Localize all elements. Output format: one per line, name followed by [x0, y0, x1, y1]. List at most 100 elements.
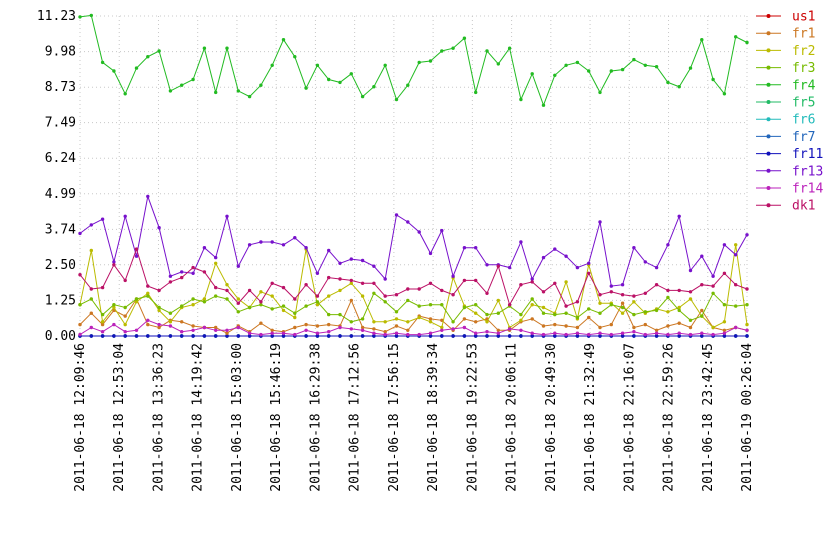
- data-point: [360, 317, 365, 321]
- data-point: [236, 89, 240, 93]
- data-point: [643, 310, 647, 314]
- data-point: [519, 240, 523, 244]
- data-point: [677, 334, 681, 338]
- data-point: [440, 334, 444, 338]
- data-point: [327, 275, 331, 280]
- data-point: [236, 301, 240, 305]
- data-point: [180, 275, 184, 280]
- series-fr13: [78, 194, 749, 288]
- legend-swatch-marker: [766, 134, 771, 139]
- legend-item-fr4: fr4: [756, 78, 816, 93]
- data-point: [587, 261, 591, 265]
- data-point: [89, 223, 94, 227]
- series-fr14: [78, 318, 749, 337]
- data-point: [315, 331, 320, 335]
- data-point: [270, 307, 274, 311]
- data-point: [620, 283, 625, 287]
- legend-item-dk1: dk1: [756, 199, 815, 214]
- data-point: [722, 328, 727, 332]
- data-point: [304, 283, 308, 287]
- data-point: [575, 325, 580, 330]
- data-point: [236, 264, 240, 268]
- legend-swatch-marker: [766, 168, 771, 173]
- data-point: [281, 331, 286, 335]
- data-point: [485, 320, 489, 324]
- data-point: [100, 322, 105, 327]
- data-point: [519, 318, 523, 322]
- data-point: [304, 246, 308, 250]
- data-point: [496, 331, 500, 335]
- data-point: [609, 322, 613, 327]
- data-point: [598, 334, 602, 338]
- data-point: [304, 334, 308, 338]
- data-point: [383, 277, 387, 281]
- data-point: [112, 322, 116, 327]
- data-point: [214, 90, 218, 95]
- data-point: [89, 334, 94, 338]
- data-point: [564, 324, 568, 328]
- data-point: [349, 278, 353, 283]
- series-dk1: [78, 247, 749, 308]
- data-point: [530, 297, 534, 301]
- data-point: [100, 312, 105, 317]
- data-point: [575, 315, 580, 320]
- data-point: [598, 311, 602, 315]
- legend-label: fr7: [792, 130, 815, 145]
- data-point: [78, 322, 82, 327]
- legend-label: fr1: [792, 27, 815, 42]
- data-point: [609, 69, 613, 73]
- data-point: [654, 283, 659, 287]
- data-point: [225, 46, 229, 50]
- data-point: [485, 49, 489, 53]
- data-point: [722, 334, 727, 338]
- data-point: [134, 66, 139, 70]
- series-line-dk1: [79, 247, 748, 307]
- data-point: [372, 334, 376, 338]
- data-point: [338, 288, 342, 293]
- data-point: [394, 97, 399, 102]
- x-axis-ticks: 2011-06-18 12:09:46 2011-06-18 12:53:04 20…: [73, 343, 755, 492]
- x-tick-label: 2011-06-18 17:56:15: [387, 343, 402, 492]
- data-point: [123, 330, 127, 334]
- data-point: [406, 220, 410, 224]
- data-point: [304, 322, 308, 327]
- data-point: [100, 330, 105, 334]
- y-tick-label: 0.00: [45, 329, 76, 344]
- data-point: [247, 94, 252, 99]
- data-point: [462, 317, 467, 321]
- data-point: [428, 331, 433, 335]
- series-fr3: [78, 291, 749, 324]
- series-layer: [78, 13, 749, 338]
- data-point: [247, 243, 252, 247]
- data-point: [168, 324, 173, 328]
- data-point: [180, 304, 184, 308]
- data-point: [620, 301, 625, 305]
- x-tick-label: 2011-06-18 13:36:23: [151, 343, 166, 492]
- data-point: [372, 281, 376, 285]
- data-point: [474, 90, 478, 95]
- data-point: [315, 300, 320, 304]
- data-point: [293, 315, 297, 320]
- data-point: [666, 80, 670, 85]
- data-point: [406, 332, 410, 337]
- data-point: [327, 248, 331, 253]
- data-point: [598, 325, 602, 330]
- data-point: [191, 324, 195, 328]
- data-point: [383, 300, 387, 304]
- data-point: [315, 303, 320, 307]
- data-point: [360, 294, 365, 298]
- legend-label: dk1: [792, 199, 815, 214]
- data-point: [519, 97, 523, 102]
- data-point: [734, 35, 738, 39]
- data-point: [632, 300, 636, 304]
- data-point: [553, 247, 557, 251]
- data-point: [722, 303, 727, 307]
- data-point: [711, 325, 715, 330]
- data-point: [202, 270, 207, 274]
- data-point: [734, 325, 738, 330]
- data-point: [440, 328, 444, 332]
- data-point: [575, 334, 580, 338]
- data-point: [575, 265, 580, 270]
- data-point: [259, 300, 263, 304]
- data-point: [112, 260, 116, 264]
